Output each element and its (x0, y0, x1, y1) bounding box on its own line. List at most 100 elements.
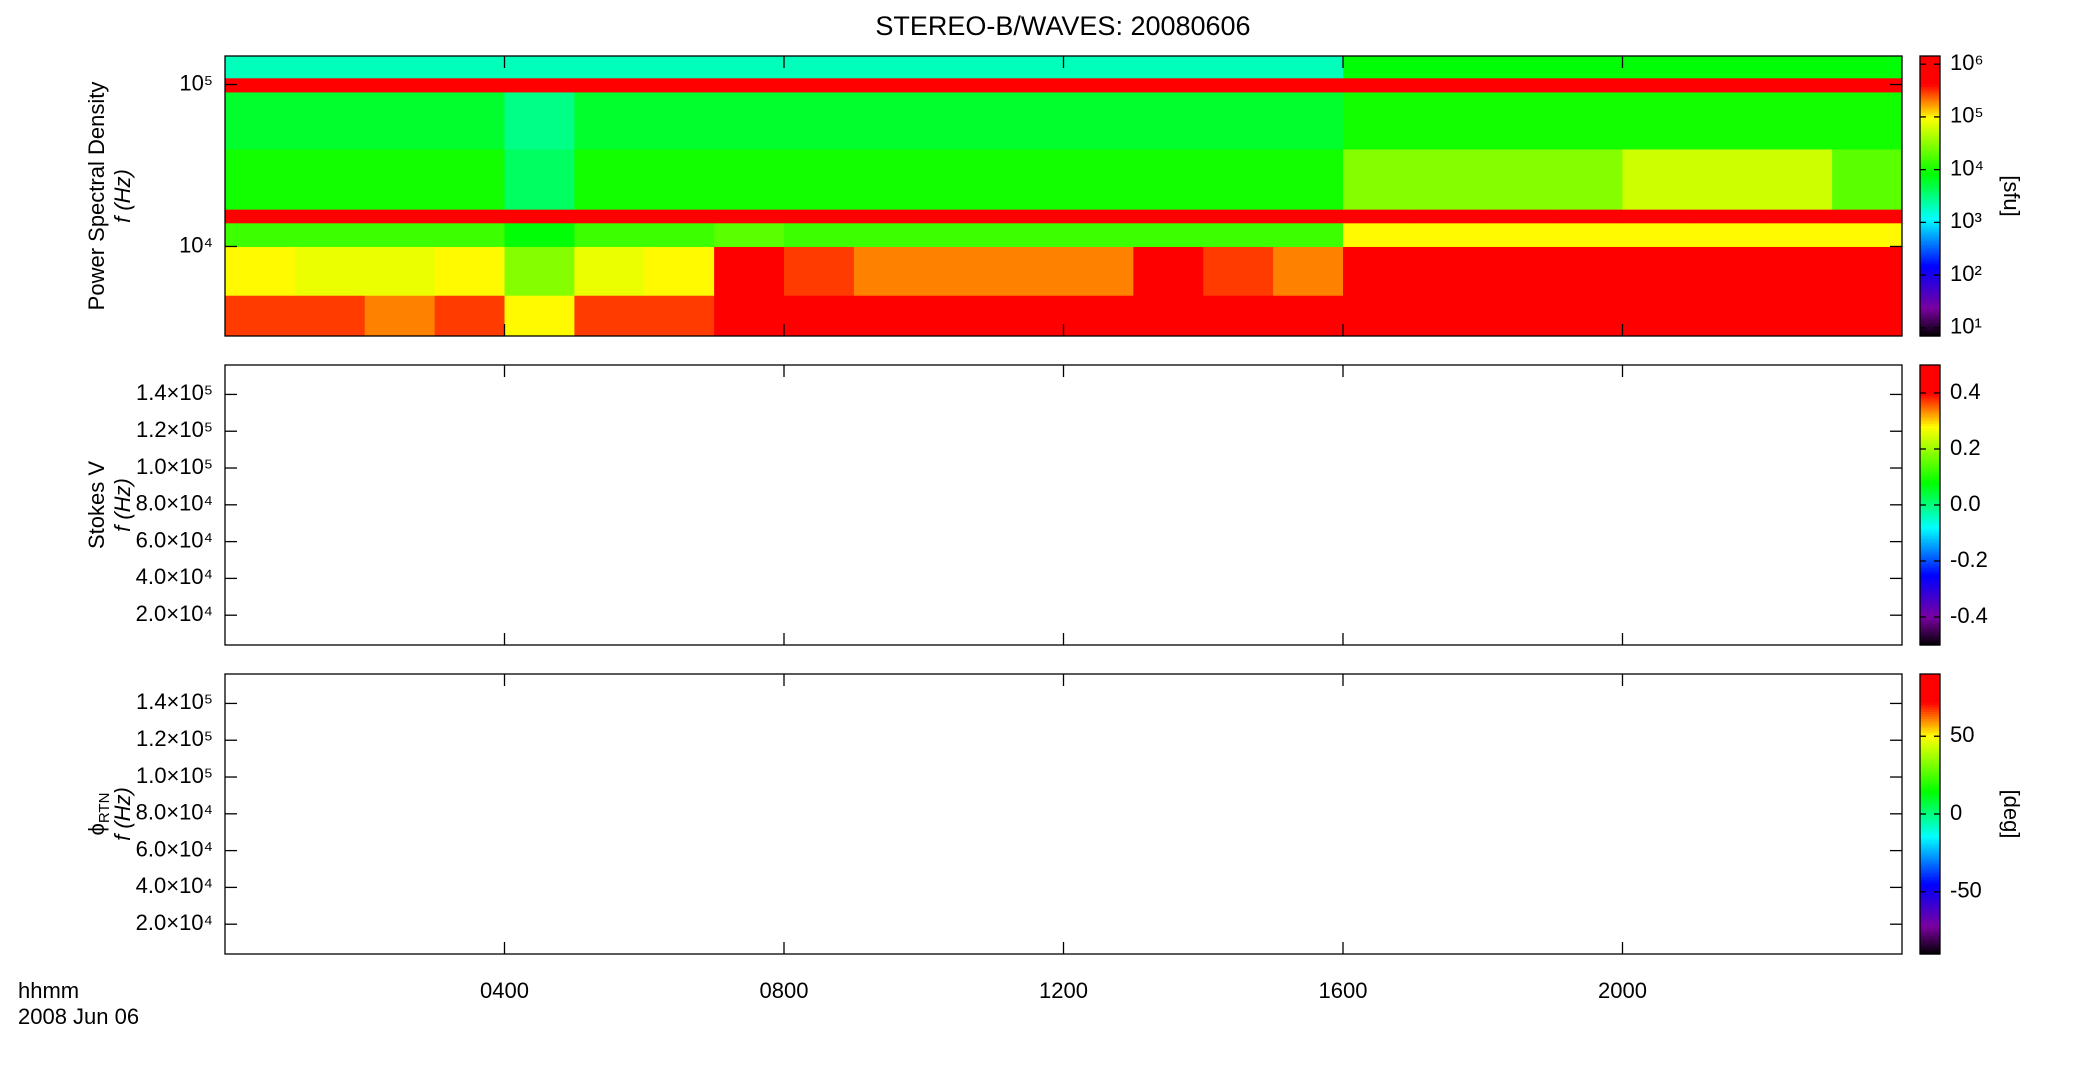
spectrogram-cell (993, 246, 1064, 296)
spectrogram-cell (225, 148, 296, 210)
spectrogram-cell (853, 246, 925, 296)
spectrogram-cell (1692, 56, 1763, 79)
spectrogram-cell (1552, 91, 1623, 150)
colorbar-strip (1920, 863, 1940, 866)
colorbar-strip (1920, 298, 1940, 302)
spectrogram-cell (644, 91, 715, 150)
spectrogram-cell (1692, 91, 1763, 150)
colorbar-strip (1920, 154, 1940, 157)
colorbar-strip (1920, 393, 1940, 396)
spectrogram-cell (993, 77, 1064, 93)
spectrogram-cell (294, 222, 366, 247)
spectrogram-cell (1482, 91, 1554, 150)
y-axis-label-text: ϕ (84, 823, 109, 835)
spectrogram-cell (1063, 222, 1134, 247)
colorbar-strip (1920, 275, 1940, 279)
colorbar-strip (1920, 737, 1940, 740)
colorbar-strip (1920, 114, 1940, 118)
colorbar-strip (1920, 914, 1940, 918)
colorbar-strip (1920, 853, 1940, 857)
colorbar-strip (1920, 695, 1940, 698)
spectrogram-cell (1692, 148, 1763, 210)
spectrogram-cell (434, 77, 505, 93)
colorbar-strip (1920, 832, 1940, 836)
colorbar-strip (1920, 713, 1940, 717)
spectrogram-cell (1762, 209, 1833, 224)
spectrogram-cell (923, 295, 995, 337)
colorbar-strip (1920, 774, 1940, 778)
colorbar-strip (1920, 425, 1940, 429)
colorbar-strip (1920, 432, 1940, 436)
colorbar-strip (1920, 249, 1940, 253)
colorbar-strip (1920, 589, 1940, 592)
spectrogram-cell (1203, 56, 1274, 79)
colorbar-strip (1920, 603, 1940, 606)
spectrogram-cell (1203, 209, 1274, 224)
spectrogram-cell (225, 91, 296, 150)
colorbar-strip (1920, 151, 1940, 155)
spectrogram-cell (1762, 56, 1833, 79)
y-tick-label: 10⁴ (179, 232, 213, 257)
spectrogram-cell (574, 148, 645, 210)
colorbar-strip (1920, 816, 1940, 820)
spectrogram-cell (853, 77, 925, 93)
colorbar-strip (1920, 88, 1940, 92)
colorbar-strip (1920, 685, 1940, 689)
colorbar-strip (1920, 126, 1940, 129)
x-tick-label: 0800 (760, 978, 809, 1003)
colorbar-strip (1920, 133, 1940, 136)
spectrogram-cell (714, 295, 785, 337)
colorbar-strip (1920, 598, 1940, 602)
spectrogram-cell (1133, 295, 1204, 337)
colorbar-strip (1920, 63, 1940, 66)
colorbar-strip (1920, 734, 1940, 738)
colorbar-strip (1920, 163, 1940, 167)
colorbar-strip (1920, 280, 1940, 283)
colorbar-strip (1920, 331, 1940, 335)
colorbar-strip (1920, 635, 1940, 639)
colorbar-strip (1920, 779, 1940, 782)
spectrogram-cell (1133, 91, 1204, 150)
spectrogram-cell (714, 246, 785, 296)
spectrogram-cell (504, 295, 575, 337)
colorbar-strip (1920, 374, 1940, 378)
colorbar-strip (1920, 683, 1940, 687)
spectrogram-cell (784, 77, 855, 93)
colorbar-strip (1920, 367, 1940, 371)
colorbar-strip (1920, 512, 1940, 515)
spectrogram-cell (1343, 148, 1414, 210)
colorbar-strip (1920, 65, 1940, 69)
colorbar-strip (1920, 233, 1940, 237)
x-tick-label: 1600 (1319, 978, 1368, 1003)
colorbar-strip (1920, 612, 1940, 616)
colorbar-strip (1920, 872, 1940, 876)
spectrogram-cell (294, 209, 366, 224)
spectrogram-cell (1063, 246, 1134, 296)
colorbar-strip (1920, 310, 1940, 314)
spectrogram-cell (644, 209, 715, 224)
spectrogram-cell (1133, 222, 1204, 247)
colorbar-strip (1920, 379, 1940, 382)
colorbar-strip (1920, 200, 1940, 204)
colorbar-strip (1920, 491, 1940, 494)
colorbar-tick-label: -0.4 (1950, 603, 1988, 628)
colorbar-strip (1920, 409, 1940, 413)
y-axis-unit: f (Hz) (110, 787, 135, 841)
y-tick-label: 1.0×10⁵ (136, 763, 213, 788)
colorbar-strip (1920, 77, 1940, 80)
colorbar-strip (1920, 93, 1940, 97)
colorbar-strip (1920, 886, 1940, 890)
colorbar-strip (1920, 640, 1940, 644)
colorbar-strip (1920, 119, 1940, 122)
spectrogram-cell (1482, 77, 1554, 93)
spectrogram-cell (993, 148, 1064, 210)
colorbar-strip (1920, 381, 1940, 385)
colorbar-strip (1920, 240, 1940, 244)
colorbar-tick-label: -50 (1950, 878, 1982, 903)
colorbar-strip (1920, 203, 1940, 206)
colorbar-strip (1920, 942, 1940, 946)
spectrogram-cell (1273, 222, 1344, 247)
colorbar-strip (1920, 404, 1940, 408)
colorbar-strip (1920, 109, 1940, 113)
spectrogram-cell (364, 77, 436, 93)
